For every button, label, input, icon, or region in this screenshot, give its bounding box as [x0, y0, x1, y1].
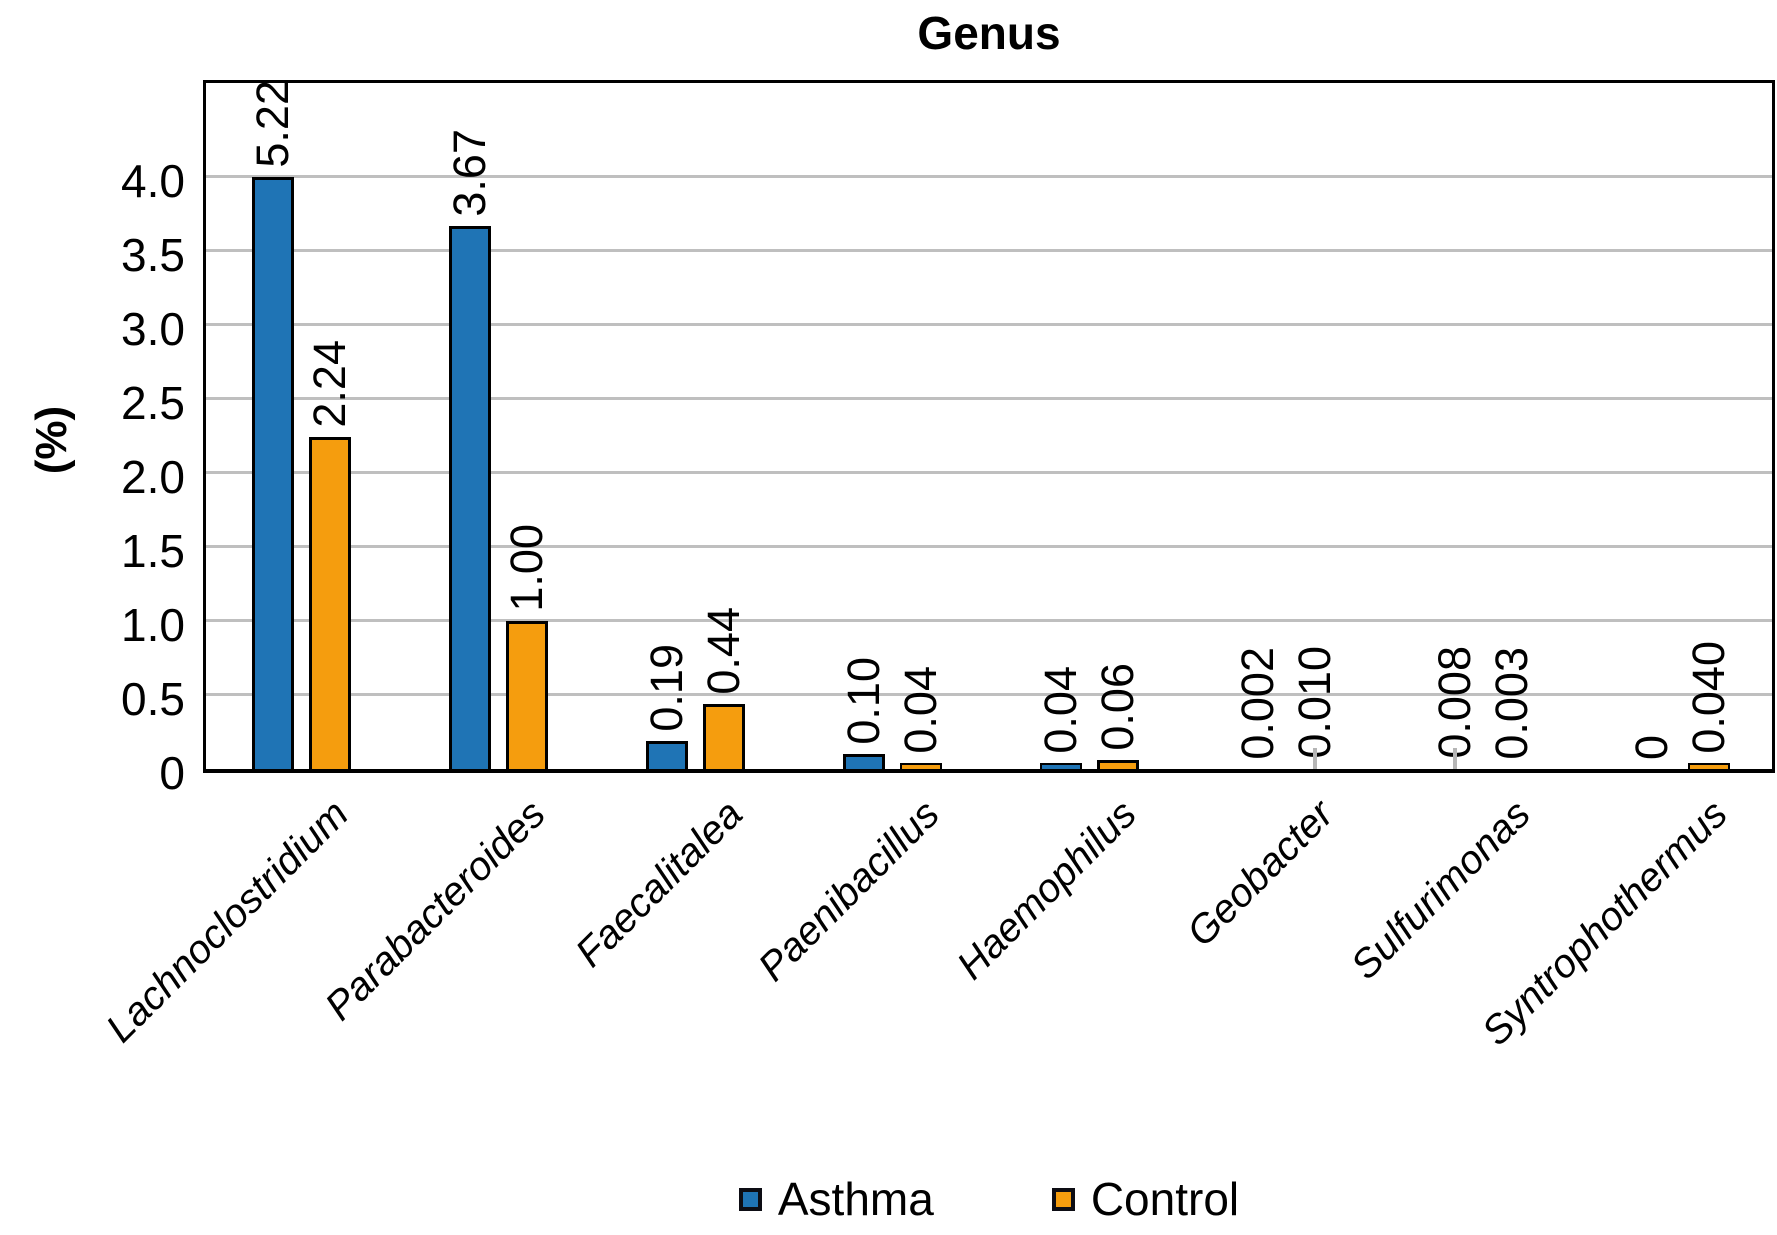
bar-control-parabacteroides [506, 621, 548, 769]
y-tick-label: 2.0 [121, 451, 185, 503]
bar-asthma-lachnoclostridium [252, 177, 294, 769]
bar-value-label: 0.003 [1486, 647, 1537, 760]
bar-control-haemophilus [1097, 760, 1139, 769]
bar-value-label: 1.00 [501, 524, 552, 612]
bar-asthma-haemophilus [1040, 763, 1082, 769]
bar-control-syntrophothermus [1688, 763, 1730, 769]
bar-asthma-parabacteroides [449, 226, 491, 769]
bar-value-label: 0.002 [1232, 647, 1283, 760]
grid-line [206, 397, 1772, 400]
y-tick-label: 0 [159, 747, 185, 799]
grid-line [206, 323, 1772, 326]
bar-value-label: 0.040 [1683, 641, 1734, 754]
y-tick-label: 1.5 [121, 525, 185, 577]
bar-control-faecalitalea [703, 704, 745, 769]
bar-asthma-faecalitalea [646, 741, 688, 769]
y-tick-label: 2.5 [121, 377, 185, 429]
plot-area: 5.22 3.67 0.19 0.10 0.04 0.002 0.008 0 2.24 1.00 0… [203, 80, 1775, 773]
bar-value-label: 0.010 [1289, 646, 1340, 759]
grid-line [206, 249, 1772, 252]
grid-line [206, 545, 1772, 548]
y-tick-label: 0.5 [121, 673, 185, 725]
bar-value-label: 0.19 [641, 644, 692, 732]
legend-item-asthma: Asthma [738, 1173, 934, 1225]
bar-value-label: 0.008 [1429, 646, 1480, 759]
y-tick-label: 4.0 [121, 155, 185, 207]
bar-value-label: 0.10 [838, 657, 889, 745]
grid-line [206, 471, 1772, 474]
bar-value-label: 0.04 [1035, 666, 1086, 754]
grid-line [206, 175, 1772, 178]
chart-title: Genus [917, 7, 1061, 59]
legend-marker-icon [1051, 1187, 1075, 1211]
bar-value-label: 0 [1626, 734, 1677, 760]
y-tick-label: 1.0 [121, 599, 185, 651]
bar-value-label: 2.24 [304, 340, 355, 428]
legend-marker-icon [738, 1187, 762, 1211]
grid-line [206, 693, 1772, 696]
grid-line [206, 619, 1772, 622]
bar-value-label: 3.67 [444, 129, 495, 217]
bar-value-label: 0.44 [698, 607, 749, 695]
bar-value-label: 5.22 [247, 80, 298, 168]
y-tick-label: 3.0 [121, 303, 185, 355]
legend-label: Asthma [777, 1173, 934, 1225]
bar-control-lachnoclostridium [309, 437, 351, 769]
y-tick-label: 3.5 [121, 229, 185, 281]
bar-control-paenibacillus [900, 763, 942, 769]
whisker-mark [1453, 748, 1457, 769]
bar-asthma-paenibacillus [843, 754, 885, 769]
legend-item-control: Control [1051, 1173, 1240, 1225]
bar-value-label: 0.04 [895, 666, 946, 754]
legend: Asthma Control [203, 1168, 1775, 1230]
legend-label: Control [1090, 1173, 1240, 1225]
whisker-mark [1313, 748, 1317, 769]
bar-value-label: 0.06 [1092, 663, 1143, 751]
